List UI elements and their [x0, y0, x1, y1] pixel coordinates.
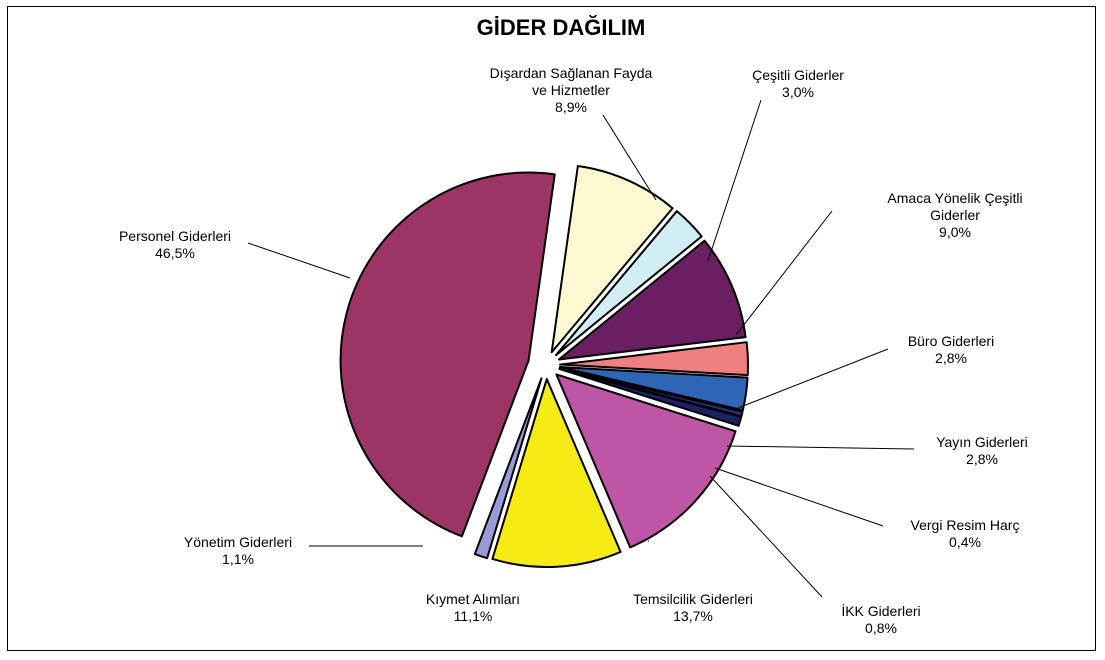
slice-label: Amaca Yönelik Çeşitli Giderler 9,0% — [887, 190, 1022, 240]
chart-frame: GİDER DAĞILIM Dışardan Sağlanan Fayda ve … — [7, 6, 1096, 651]
slice-label: Vergi Resim Harç 0,4% — [911, 517, 1020, 550]
pie-slice — [557, 239, 747, 361]
leader-line — [735, 210, 833, 336]
leader-line — [714, 467, 884, 527]
pie-slice — [473, 377, 543, 560]
leader-line — [726, 445, 915, 450]
slice-label: Büro Giderleri 2,8% — [908, 333, 994, 366]
slice-label: Yayın Giderleri 2,8% — [936, 434, 1028, 467]
chart-title: GİDER DAĞILIM — [477, 15, 646, 40]
pie-slice — [558, 367, 743, 427]
leader-line — [602, 114, 657, 201]
slice-label: Yönetim Giderleri 1,1% — [184, 534, 292, 567]
leader-line — [707, 99, 762, 262]
leader-line — [737, 348, 889, 409]
slice-label: Dışardan Sağlanan Fayda ve Hizmetler 8,9% — [490, 65, 653, 115]
slice-label: Personel Giderleri 46,5% — [119, 228, 231, 261]
pie-slice — [550, 165, 674, 354]
pie-slice — [558, 341, 749, 377]
pie-slice — [491, 377, 622, 568]
leader-line — [709, 475, 823, 598]
slice-label: Kıymet Alımları 11,1% — [426, 591, 520, 624]
slice-label: Çeşitli Giderler 3,0% — [752, 67, 844, 100]
pie-slice — [555, 373, 737, 549]
pie-slice — [554, 210, 703, 357]
leader-line — [247, 242, 351, 279]
slice-label: Temsilcilik Giderleri 13,7% — [633, 591, 753, 624]
pie-chart: GİDER DAĞILIM Dışardan Sağlanan Fayda ve … — [119, 15, 1028, 636]
slice-label: İKK Giderleri 0,8% — [841, 602, 920, 636]
pie-slice — [558, 366, 749, 412]
pie-slice — [339, 171, 556, 538]
